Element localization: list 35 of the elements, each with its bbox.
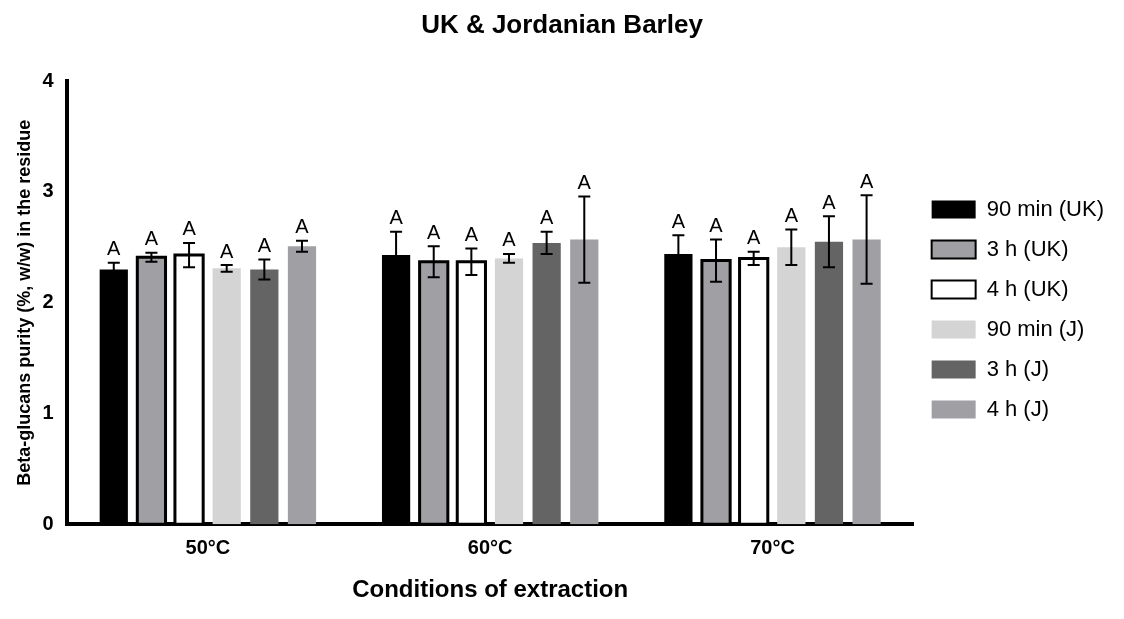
x-tick-label: 60°C xyxy=(467,535,513,558)
y-tick-label: 1 xyxy=(42,400,54,423)
data-label: A xyxy=(389,206,404,229)
data-label: A xyxy=(182,217,197,240)
x-axis-title: Conditions of extraction xyxy=(352,575,629,603)
data-label: A xyxy=(464,222,479,245)
legend-label: 4 h (UK) xyxy=(986,275,1069,301)
y-tick-label: 3 xyxy=(42,179,54,202)
data-label: A xyxy=(107,237,122,260)
y-tick-label: 0 xyxy=(42,511,54,534)
data-label: A xyxy=(747,226,761,249)
legend-label: 3 h (J) xyxy=(986,355,1049,381)
y-tick-label: 4 xyxy=(42,68,55,91)
data-label: A xyxy=(709,214,724,237)
data-label: A xyxy=(539,206,554,229)
legend-label: 90 min (J) xyxy=(986,315,1085,341)
chart-title: UK & Jordanian Barley xyxy=(421,8,704,39)
data-label: A xyxy=(144,227,159,250)
data-label: A xyxy=(502,228,517,251)
data-label: A xyxy=(577,170,592,193)
x-tick-label: 70°C xyxy=(750,535,795,558)
data-label: A xyxy=(822,190,837,213)
data-label: A xyxy=(220,239,235,262)
data-label: A xyxy=(257,234,272,257)
data-label: A xyxy=(671,209,686,232)
y-tick-label: 2 xyxy=(42,290,54,313)
data-label: A xyxy=(295,215,310,238)
data-label: A xyxy=(784,204,799,227)
legend-label: 3 h (UK) xyxy=(986,235,1069,261)
data-label: A xyxy=(427,220,442,243)
data-label: A xyxy=(859,169,874,192)
legend-label: 90 min (UK) xyxy=(986,195,1104,221)
legend-label: 4 h (J) xyxy=(986,395,1049,421)
x-tick-label: 50°C xyxy=(185,535,231,558)
y-axis-title: Beta-glucans purity (%, w/w) in the residue xyxy=(13,119,34,486)
